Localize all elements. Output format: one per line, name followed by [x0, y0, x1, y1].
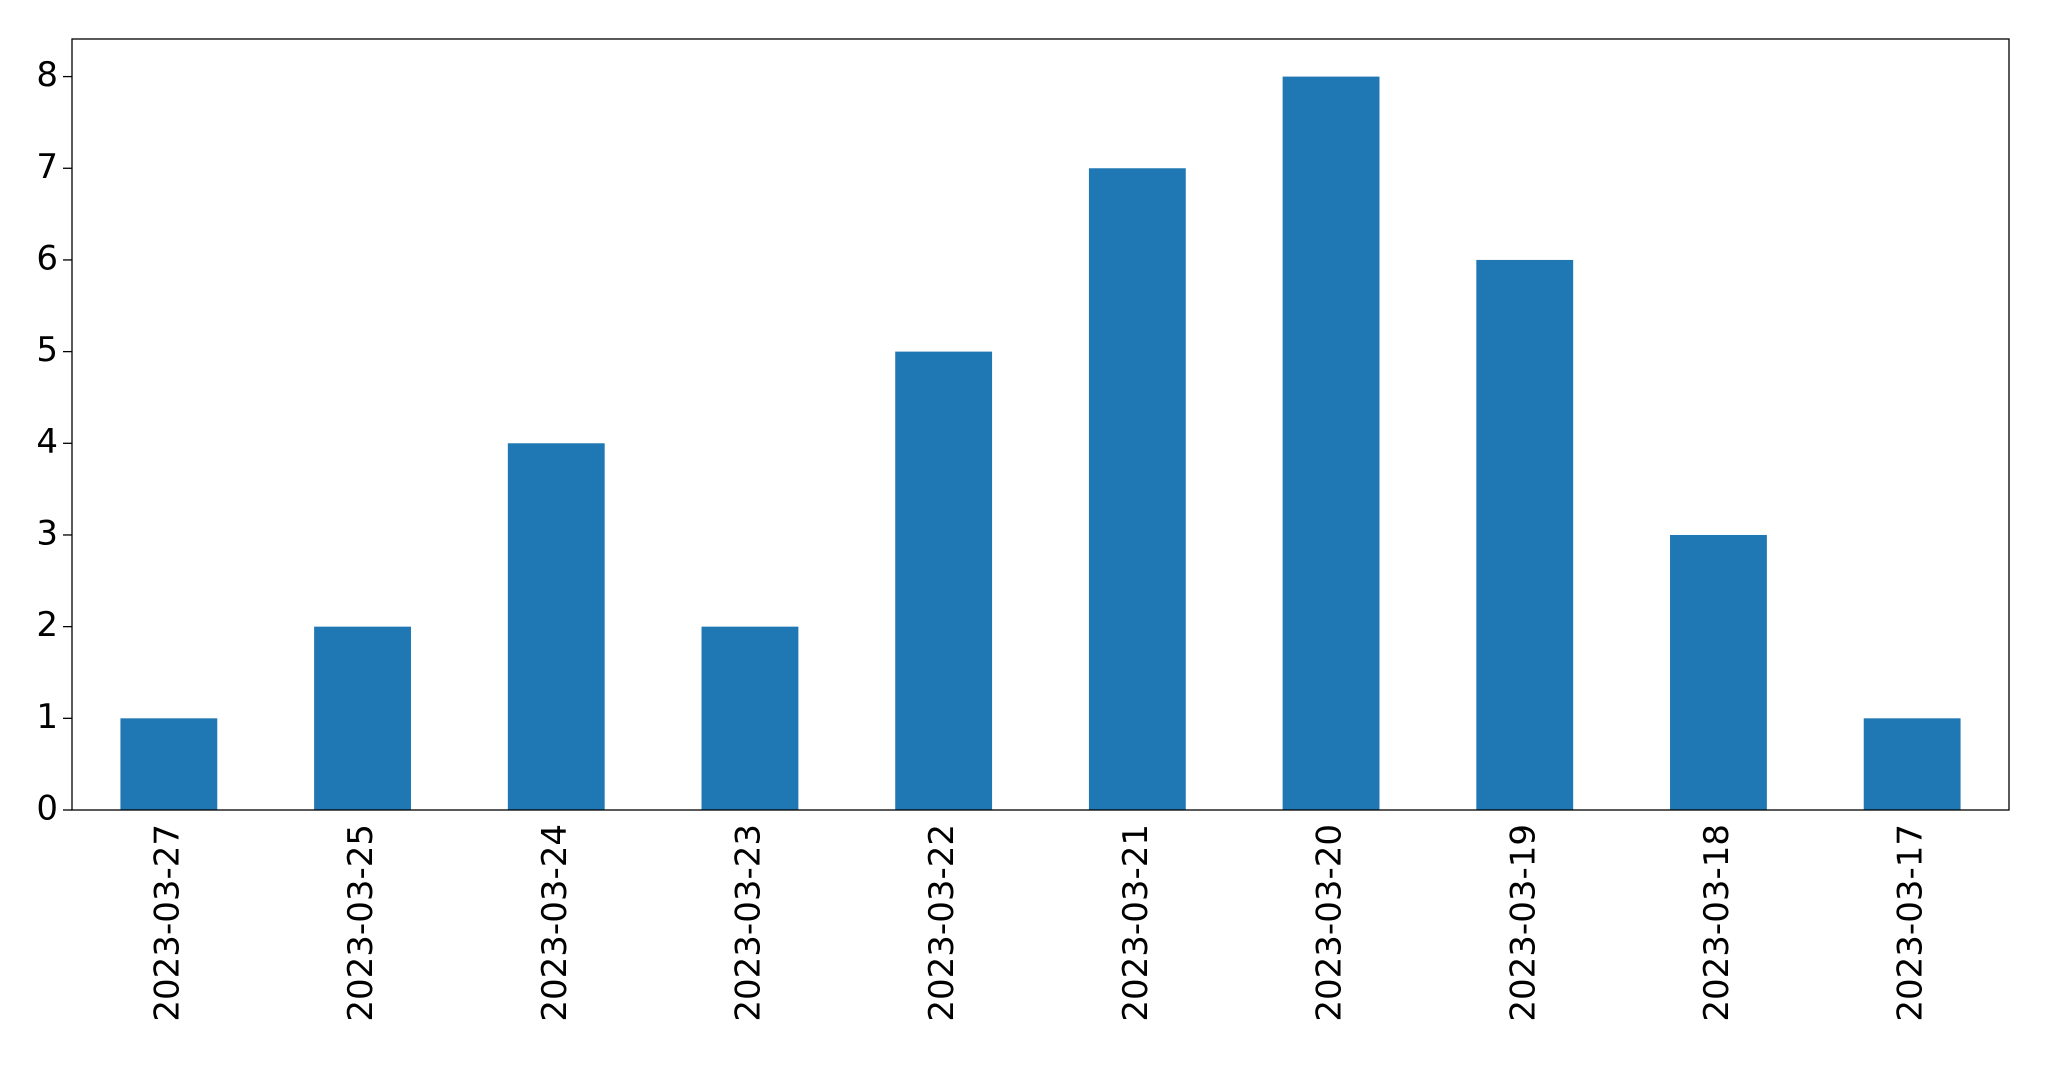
x-tick-label: 2023-03-21 — [1116, 824, 1156, 1022]
x-tick-label: 2023-03-20 — [1310, 824, 1350, 1022]
bar — [701, 626, 799, 810]
bar — [314, 626, 411, 810]
y-tick-label: 1 — [36, 697, 58, 737]
x-tick-label: 2023-03-27 — [147, 824, 187, 1022]
y-tick-label: 3 — [36, 513, 58, 553]
y-tick-label: 6 — [36, 238, 58, 278]
x-tick-label: 2023-03-18 — [1697, 824, 1737, 1022]
bar — [1476, 259, 1574, 810]
x-tick-label: 2023-03-22 — [922, 824, 962, 1022]
bar — [120, 718, 218, 810]
y-tick-label: 8 — [36, 55, 58, 95]
y-tick-label: 4 — [36, 422, 58, 462]
plot-frame — [71, 38, 2010, 811]
x-tick-label: 2023-03-24 — [535, 824, 575, 1022]
bar — [1282, 76, 1380, 810]
x-tick-label: 2023-03-17 — [1891, 824, 1931, 1022]
bar — [895, 351, 993, 810]
y-tick-label: 5 — [36, 330, 58, 370]
y-tick-label: 0 — [36, 789, 58, 829]
y-tick-label: 7 — [36, 147, 58, 187]
x-tick-label: 2023-03-23 — [728, 824, 768, 1022]
bar — [1670, 534, 1767, 810]
x-tick-label: 2023-03-25 — [341, 824, 381, 1022]
x-tick-label: 2023-03-19 — [1503, 824, 1543, 1022]
y-tick-label: 2 — [36, 605, 58, 645]
bar — [1088, 168, 1186, 810]
bar — [507, 443, 605, 810]
bar — [1863, 718, 1961, 810]
